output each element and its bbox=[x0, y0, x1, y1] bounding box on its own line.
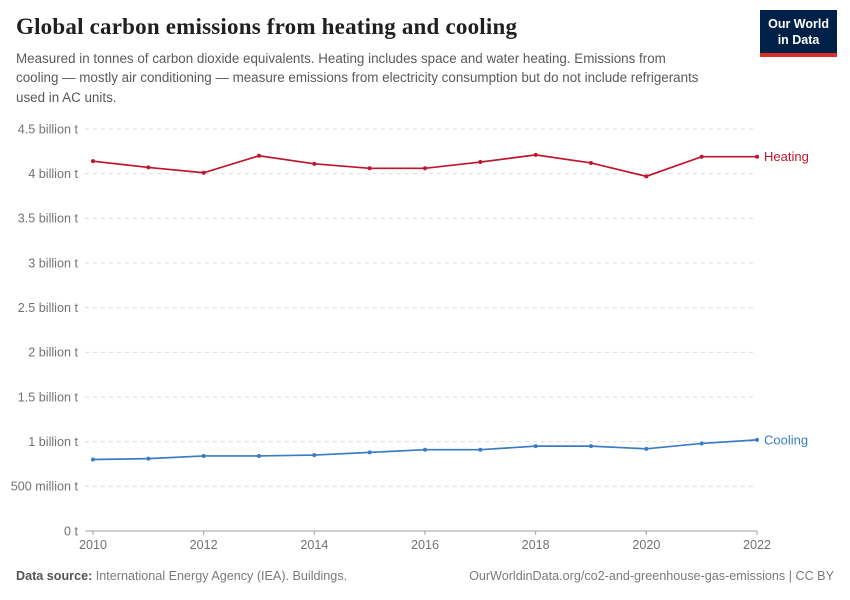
y-tick-label: 1 billion t bbox=[28, 435, 78, 449]
chart-area: 0 t 500 million t 1 billion t 1.5 billion t… bbox=[0, 113, 850, 565]
x-tick-label: 2022 bbox=[743, 538, 771, 552]
data-source-label: Data source: bbox=[16, 569, 93, 583]
data-point-cooling[interactable] bbox=[533, 444, 538, 449]
data-point-heating[interactable] bbox=[91, 159, 95, 164]
credit-link[interactable]: OurWorldinData.org/co2-and-greenhouse-ga… bbox=[469, 569, 834, 583]
data-point-cooling[interactable] bbox=[367, 450, 372, 455]
data-point-cooling[interactable] bbox=[257, 453, 261, 458]
y-tick-label: 3 billion t bbox=[28, 256, 78, 270]
chart-header: Global carbon emissions from heating and… bbox=[16, 14, 756, 107]
data-point-cooling[interactable] bbox=[755, 437, 759, 442]
series-line-heating bbox=[92, 154, 757, 178]
chart-subtitle: Measured in tonnes of carbon dioxide equ… bbox=[16, 51, 699, 105]
data-point-heating[interactable] bbox=[423, 166, 427, 171]
owid-logo-line1: Our World bbox=[768, 17, 829, 31]
data-point-cooling[interactable] bbox=[644, 446, 649, 451]
y-tick-label: 3.5 billion t bbox=[18, 212, 79, 226]
x-tick-label: 2018 bbox=[522, 538, 550, 552]
y-tick-label: 1.5 billion t bbox=[18, 390, 79, 404]
owid-logo[interactable]: Our World in Data bbox=[760, 10, 837, 57]
data-source-text: International Energy Agency (IEA). Build… bbox=[92, 569, 348, 583]
data-point-heating[interactable] bbox=[533, 152, 538, 157]
data-point-heating[interactable] bbox=[755, 154, 759, 159]
data-point-heating[interactable] bbox=[589, 160, 593, 165]
data-point-heating[interactable] bbox=[312, 161, 317, 166]
data-source: Data source: International Energy Agency… bbox=[16, 569, 347, 583]
x-tick-label: 2020 bbox=[632, 538, 660, 552]
data-point-cooling[interactable] bbox=[478, 447, 483, 452]
y-tick-label: 2 billion t bbox=[28, 346, 78, 360]
x-tick-label: 2010 bbox=[79, 538, 107, 552]
series-label-cooling[interactable]: Cooling bbox=[764, 432, 808, 447]
page-title: Global carbon emissions from heating and… bbox=[16, 14, 518, 39]
data-point-heating[interactable] bbox=[367, 166, 372, 171]
x-tick-label: 2012 bbox=[190, 538, 218, 552]
x-tick-label: 2016 bbox=[411, 538, 439, 552]
data-point-heating[interactable] bbox=[146, 165, 151, 170]
data-point-heating[interactable] bbox=[478, 160, 483, 165]
data-point-cooling[interactable] bbox=[201, 453, 206, 458]
data-point-cooling[interactable] bbox=[146, 456, 151, 461]
chart-footer: Data source: International Energy Agency… bbox=[16, 569, 834, 583]
data-point-heating[interactable] bbox=[201, 170, 206, 175]
data-point-cooling[interactable] bbox=[699, 441, 704, 446]
y-tick-label: 4.5 billion t bbox=[18, 122, 79, 136]
data-point-cooling[interactable] bbox=[312, 453, 317, 458]
x-tick-label: 2014 bbox=[300, 538, 328, 552]
series-label-heating[interactable]: Heating bbox=[764, 149, 809, 164]
y-tick-label: 2.5 billion t bbox=[18, 301, 79, 315]
y-tick-label: 4 billion t bbox=[28, 167, 78, 181]
y-tick-label: 500 million t bbox=[11, 480, 79, 494]
data-point-cooling[interactable] bbox=[589, 444, 593, 449]
chart-svg: 0 t 500 million t 1 billion t 1.5 billion t… bbox=[11, 122, 809, 552]
data-point-heating[interactable] bbox=[699, 154, 704, 159]
data-point-heating[interactable] bbox=[644, 174, 649, 179]
data-point-cooling[interactable] bbox=[423, 447, 427, 452]
data-point-heating[interactable] bbox=[257, 153, 261, 158]
data-point-cooling[interactable] bbox=[91, 457, 95, 462]
y-tick-label: 0 t bbox=[64, 524, 79, 538]
owid-logo-line2: in Data bbox=[777, 33, 820, 48]
